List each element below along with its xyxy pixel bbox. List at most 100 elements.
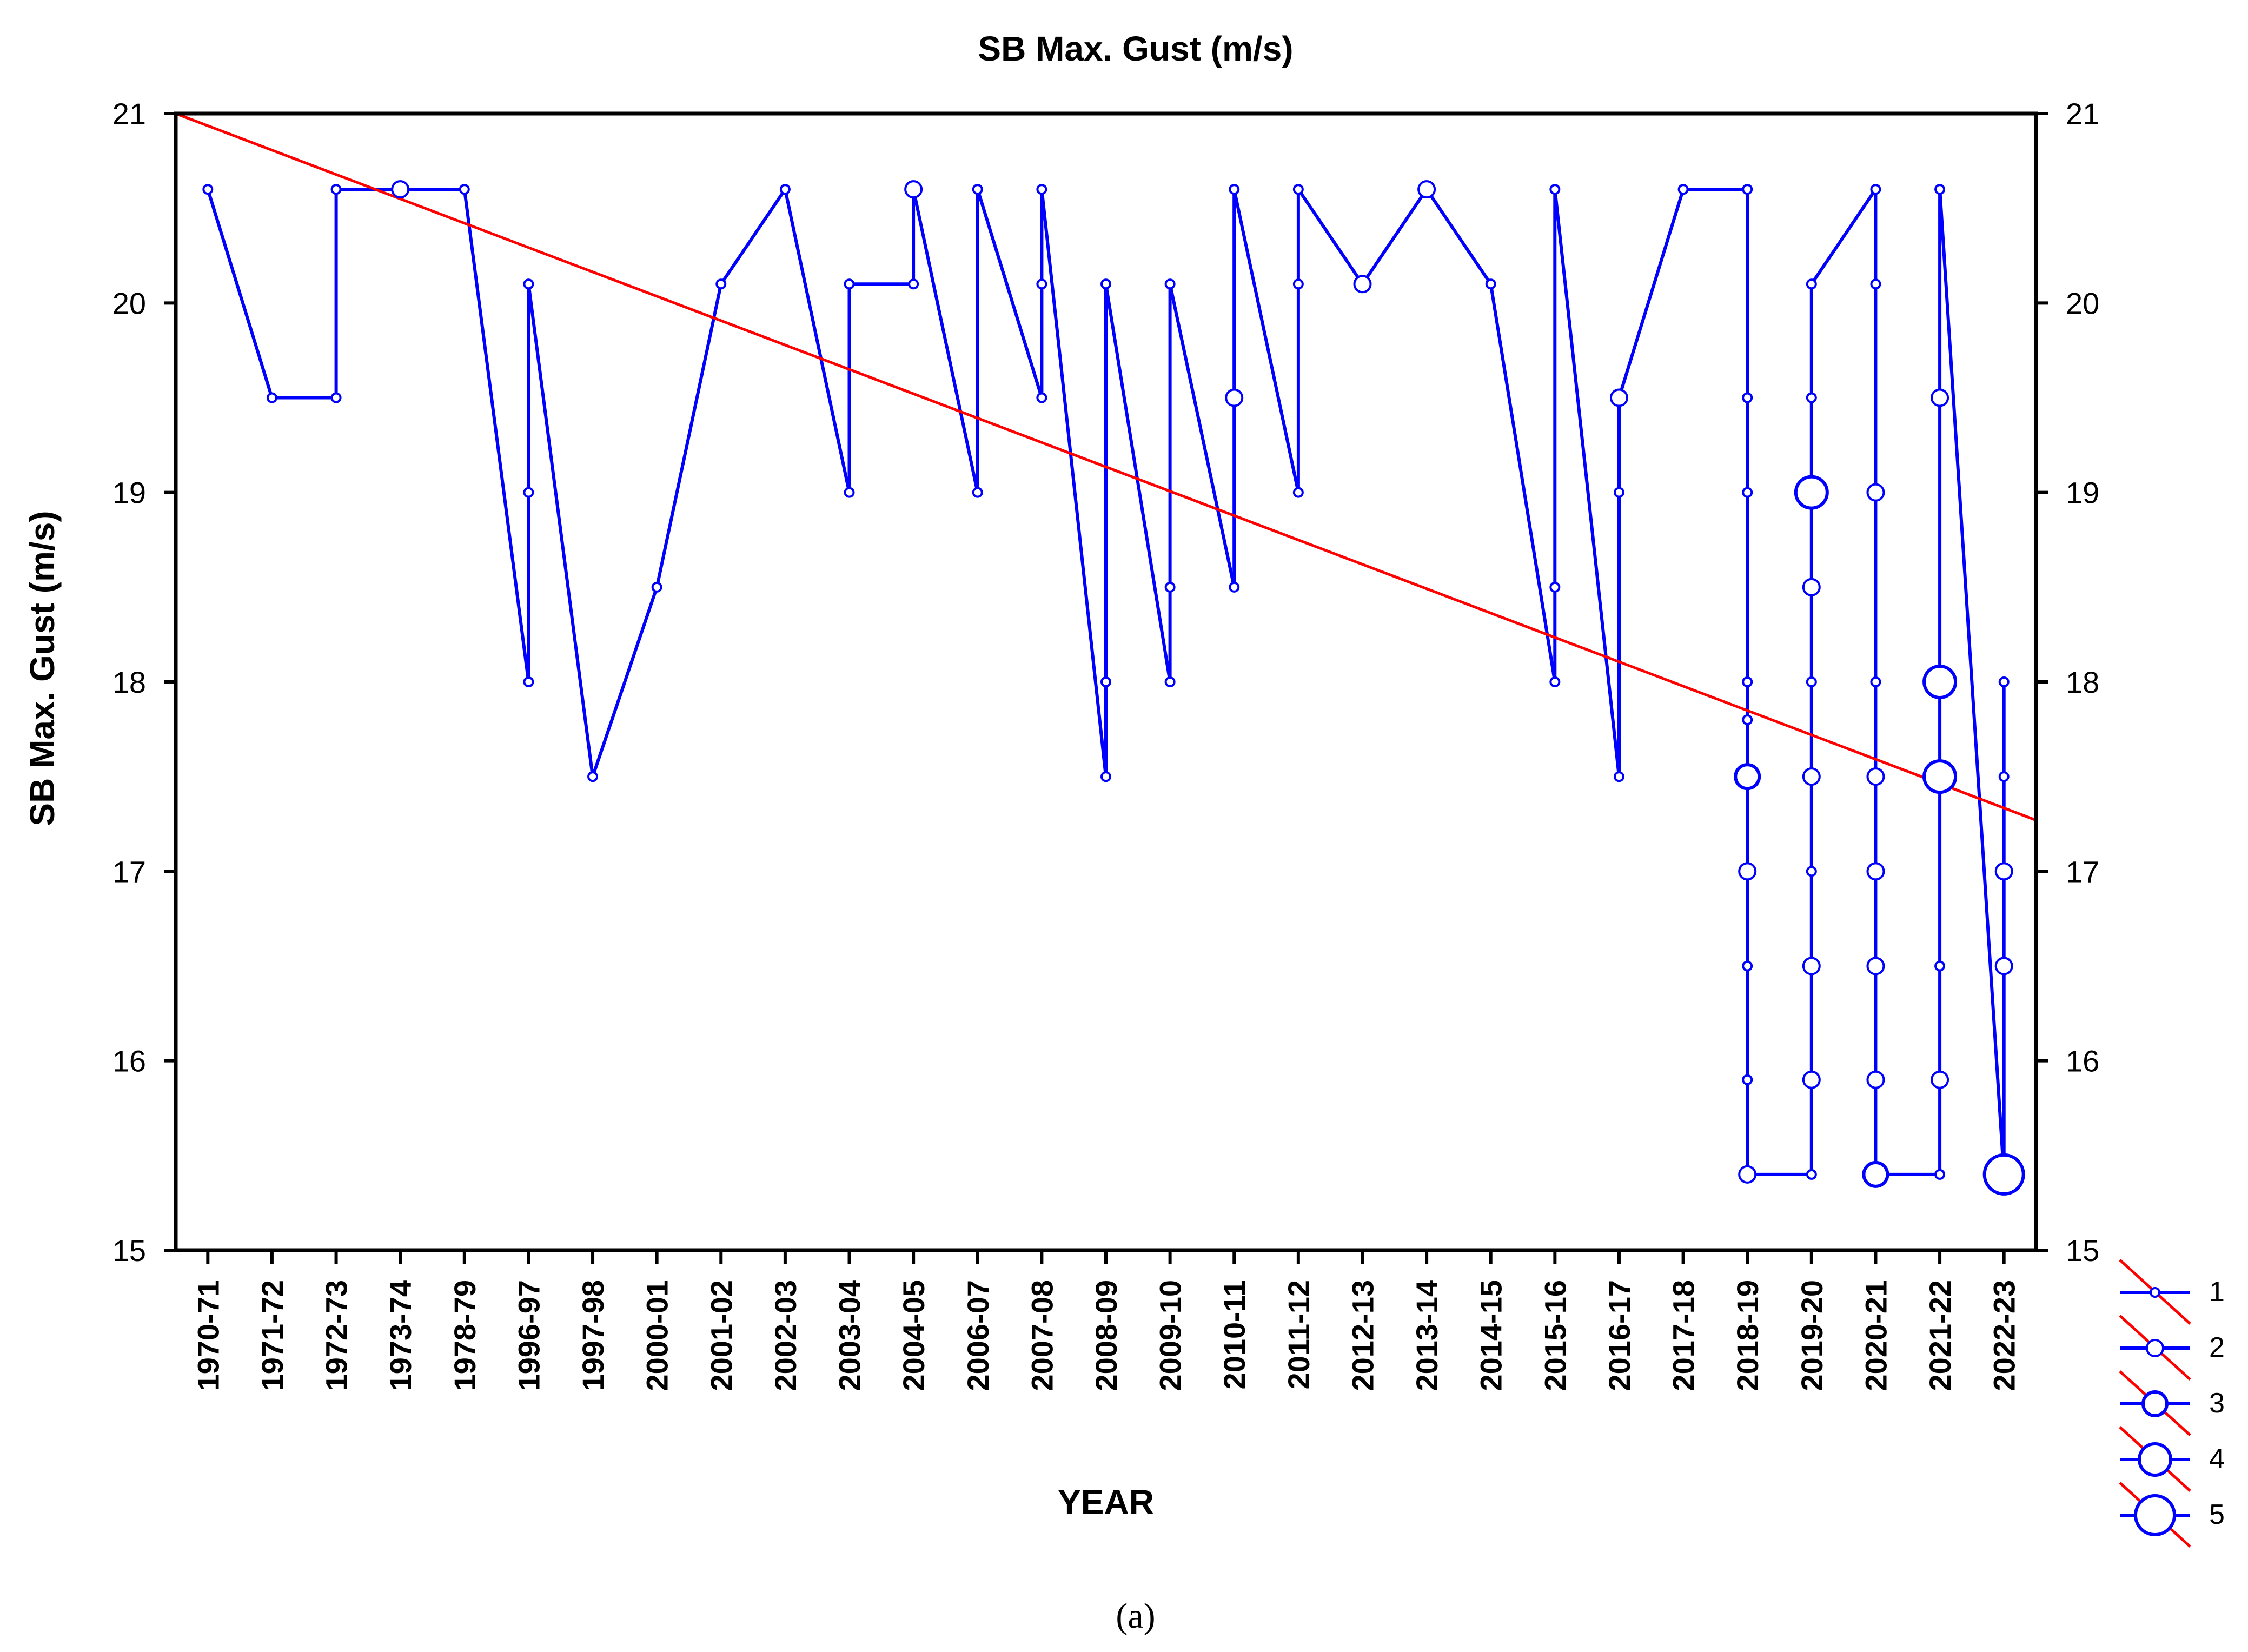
- x-tick-label: 1973-74: [383, 1280, 417, 1391]
- data-point: [1870, 278, 1881, 290]
- x-tick-label: 2017-18: [1667, 1280, 1701, 1391]
- data-point: [1613, 771, 1624, 782]
- data-point: [1549, 581, 1561, 593]
- data-point: [266, 392, 277, 403]
- x-axis-label: YEAR: [1058, 1483, 1154, 1522]
- x-tick-label: 2012-13: [1346, 1280, 1380, 1391]
- data-point: [1292, 278, 1304, 290]
- y-tick-label-right: 17: [2066, 854, 2099, 888]
- data-point: [1742, 487, 1753, 498]
- x-tick-label: 2010-11: [1217, 1280, 1251, 1389]
- data-point: [1100, 278, 1111, 290]
- x-tick-label: 2013-14: [1410, 1280, 1444, 1391]
- x-tick-label: 2006-07: [961, 1280, 995, 1391]
- data-point: [1802, 957, 1821, 976]
- x-tick-label: 1971-72: [255, 1280, 289, 1391]
- y-tick-label-right: 18: [2066, 665, 2099, 699]
- data-point: [972, 487, 983, 498]
- x-tick-label: 2021-22: [1923, 1280, 1957, 1391]
- data-point: [1164, 278, 1176, 290]
- data-point: [1677, 184, 1689, 195]
- data-point: [1802, 1070, 1821, 1089]
- legend-marker: [2150, 1287, 2160, 1298]
- data-point: [1806, 278, 1817, 290]
- y-tick-label-right: 16: [2066, 1044, 2099, 1078]
- x-tick-label: 1997-98: [576, 1280, 610, 1391]
- y-tick-label-right: 19: [2066, 476, 2099, 510]
- data-point: [1036, 184, 1047, 195]
- data-point: [1738, 1165, 1757, 1184]
- legend-label: 3: [2209, 1388, 2225, 1419]
- data-point: [330, 392, 342, 403]
- data-point: [651, 581, 662, 593]
- y-axis-right: 15 16 17 18 19 20 21: [2036, 97, 2099, 1268]
- data-point: [1164, 581, 1176, 593]
- y-tick-label-left: 17: [112, 854, 146, 888]
- data-point: [1742, 184, 1753, 195]
- data-point: [330, 184, 342, 195]
- data-point: [1866, 862, 1885, 881]
- x-tick-label: 2007-08: [1025, 1280, 1059, 1391]
- data-point: [1292, 184, 1304, 195]
- legend-label: 2: [2209, 1332, 2225, 1363]
- legend-marker: [2138, 1442, 2172, 1477]
- data-point: [1994, 957, 2013, 976]
- data-point: [459, 184, 470, 195]
- data-point: [1225, 388, 1244, 407]
- legend-label: 1: [2209, 1276, 2225, 1308]
- data-point: [1802, 578, 1821, 596]
- data-point: [1036, 392, 1047, 403]
- data-point: [1742, 1074, 1753, 1085]
- x-tick-label: 1996-97: [512, 1280, 546, 1391]
- data-point: [1998, 676, 2010, 687]
- data-point: [1292, 487, 1304, 498]
- legend-marker: [2134, 1494, 2176, 1536]
- data-point: [844, 278, 855, 290]
- y-tick-label-left: 20: [112, 286, 146, 320]
- legend-marker: [2146, 1339, 2164, 1357]
- data-point: [1934, 1169, 1946, 1180]
- x-tick-label: 2015-16: [1538, 1280, 1572, 1391]
- data-point: [1870, 184, 1881, 195]
- y-tick-label-left: 19: [112, 476, 146, 510]
- data-point: [1549, 676, 1561, 687]
- x-tick-label: 2011-12: [1282, 1280, 1316, 1389]
- x-tick-label: 2001-02: [704, 1280, 738, 1391]
- data-point: [1931, 388, 1949, 407]
- data-point: [202, 184, 214, 195]
- data-point: [1742, 392, 1753, 403]
- data-point: [1794, 475, 1829, 510]
- data-point: [1738, 862, 1757, 881]
- x-tick-label: 2000-01: [640, 1280, 674, 1391]
- chart-title: SB Max. Gust (m/s): [978, 29, 1293, 68]
- data-point: [587, 771, 599, 782]
- data-point: [1802, 767, 1821, 786]
- x-tick-label: 2022-23: [1987, 1280, 2021, 1391]
- data-point: [523, 278, 534, 290]
- data-point: [908, 278, 919, 290]
- y-tick-label-right: 15: [2066, 1233, 2099, 1268]
- data-point: [1100, 771, 1111, 782]
- data-point: [1549, 184, 1561, 195]
- y-tick-label-left: 21: [112, 97, 146, 131]
- data-point: [523, 676, 534, 687]
- data-point: [1036, 278, 1047, 290]
- x-tick-label: 1978-79: [448, 1280, 482, 1391]
- data-point: [1485, 278, 1496, 290]
- data-point: [1806, 1169, 1817, 1180]
- data-point: [1806, 866, 1817, 877]
- x-tick-label: 2018-19: [1730, 1280, 1765, 1391]
- y-tick-label-left: 18: [112, 665, 146, 699]
- y-axis-left: 15 16 17 18 19 20 21: [112, 97, 176, 1268]
- data-point: [972, 184, 983, 195]
- data-point: [1229, 581, 1240, 593]
- data-point: [1982, 1153, 2025, 1196]
- legend-label: 5: [2209, 1499, 2225, 1530]
- trend-line: [175, 112, 2037, 822]
- data-point: [1613, 487, 1624, 498]
- legend-label: 4: [2209, 1443, 2225, 1475]
- data-point: [779, 184, 791, 195]
- x-tick-label: 2020-21: [1859, 1280, 1893, 1391]
- data-point: [1742, 676, 1753, 687]
